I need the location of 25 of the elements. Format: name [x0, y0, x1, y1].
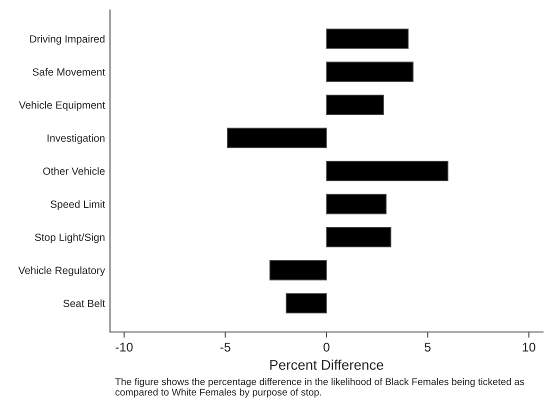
bar: [326, 226, 392, 248]
x-tick-label: -5: [220, 342, 230, 352]
y-tick-label: Driving Impaired: [30, 34, 104, 45]
bar: [326, 62, 414, 82]
bar: [269, 260, 327, 280]
bar: [326, 28, 409, 49]
bar: [286, 293, 327, 314]
x-tick-label: -10: [116, 342, 133, 352]
y-tick-label: Vehicle Equipment: [18, 101, 106, 111]
bar: [326, 160, 448, 182]
bar: [326, 194, 387, 214]
y-tick-label: Other Vehicle: [43, 167, 105, 175]
x-tick-label: 5: [424, 342, 431, 352]
bar: [326, 94, 384, 116]
y-tick-label: Investigation: [48, 134, 104, 144]
text: The figure shows the percentage difference in the likelihood of Black Females being ticketed as compared to White Females by purpose of stop.: [115, 378, 524, 398]
x-tick-label: 0: [324, 342, 330, 352]
bar: [226, 128, 327, 148]
x-tick-label: 10: [522, 342, 536, 352]
y-tick-label: Speed Limit: [50, 200, 106, 210]
y-tick-label: Vehicle Regulatory: [18, 266, 106, 276]
y-tick-label: Stop Light/Sign: [34, 233, 104, 244]
x-axis-title: Percent Difference: [270, 360, 384, 370]
y-tick-label: Safe Movement: [32, 68, 106, 76]
y-tick-label: Seat Belt: [63, 299, 106, 308]
